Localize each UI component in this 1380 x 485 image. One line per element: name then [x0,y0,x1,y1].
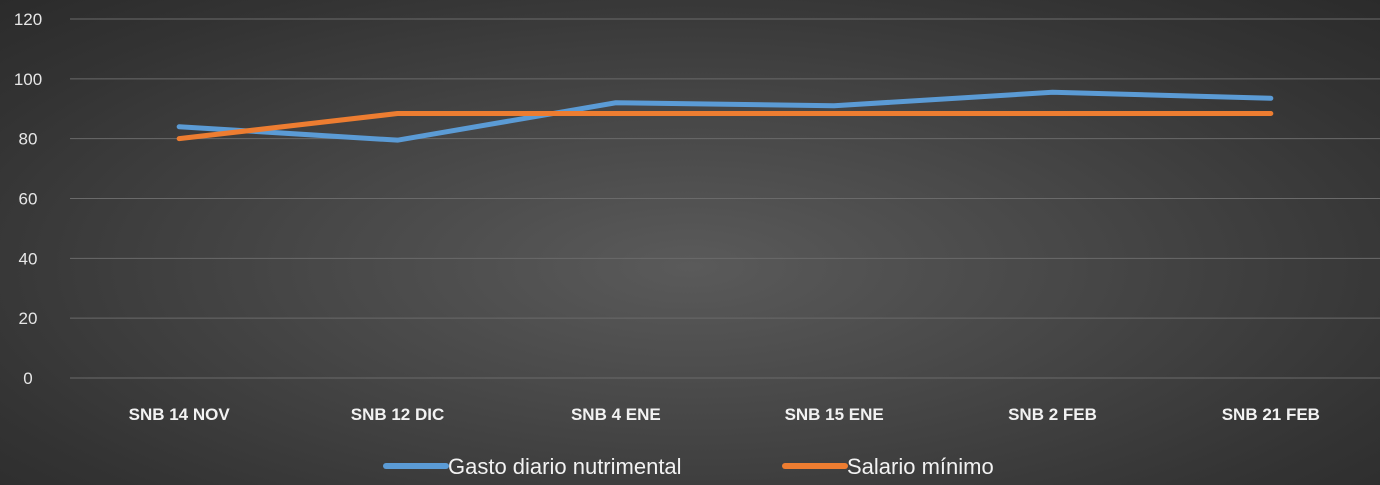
y-axis-ticks: 0 20 40 60 80 100 120 [14,10,42,388]
x-axis-ticks: SNB 14 NOV SNB 12 DIC SNB 4 ENE SNB 15 ENE S… [129,405,1320,424]
y-tick-label: 100 [14,70,42,89]
y-tick-label: 20 [19,309,38,328]
y-tick-label: 0 [23,369,32,388]
legend: Gasto diario nutrimental Salario mínimo [383,454,994,479]
legend-label: Salario mínimo [847,454,994,479]
x-tick-label: SNB 14 NOV [129,405,231,424]
y-tick-label: 80 [19,130,38,149]
y-tick-label: 60 [19,190,38,209]
series-lines [176,89,1274,143]
x-tick-label: SNB 12 DIC [351,405,445,424]
x-tick-label: SNB 4 ENE [571,405,661,424]
gridlines [70,18,1380,379]
x-tick-label: SNB 2 FEB [1008,405,1097,424]
y-tick-label: 120 [14,10,42,29]
x-tick-label: SNB 15 ENE [785,405,884,424]
y-tick-label: 40 [19,249,38,268]
series-line-0 [176,89,1274,143]
series-line-1 [176,111,1274,142]
legend-label: Gasto diario nutrimental [448,454,682,479]
x-tick-label: SNB 21 FEB [1222,405,1320,424]
